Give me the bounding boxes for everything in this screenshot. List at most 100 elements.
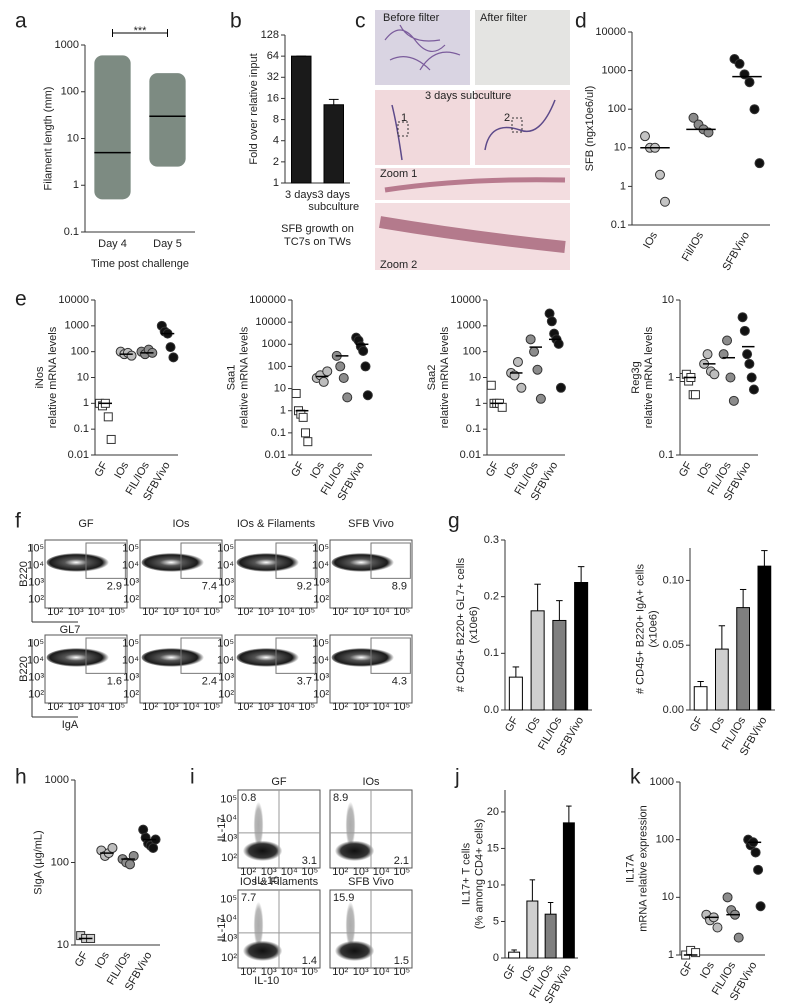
panel-letter: h [15, 766, 27, 789]
flow-tick: 10³ [163, 606, 179, 618]
micrograph-label: 3 days subculture [425, 90, 511, 102]
bar [291, 55, 312, 184]
caption: TC7s on TWs [284, 236, 352, 248]
point [525, 334, 536, 345]
y-tick-label: 100 [71, 346, 89, 358]
y-tick-label: 128 [261, 29, 279, 41]
x-tick-label: 3 days [318, 189, 351, 201]
y-axis-label: Fold over relative input [248, 53, 260, 164]
flow-tick: 10² [313, 688, 329, 700]
y-tick-label: 0.2 [484, 591, 499, 603]
point [103, 412, 113, 422]
point [690, 390, 700, 400]
flow-density [141, 647, 208, 667]
y-tick-label: 32 [267, 71, 279, 83]
bar [508, 676, 523, 711]
flow-tick: 10⁴ [373, 606, 390, 618]
flow-tick: 10² [313, 593, 329, 605]
flow-tick: 10² [240, 866, 256, 878]
flow-tick: 10⁵ [312, 542, 329, 554]
flow-tick: 10³ [313, 576, 329, 588]
point [722, 892, 733, 903]
point [318, 376, 329, 387]
y-tick-label: 100 [656, 834, 674, 846]
flow-tick: 10⁴ [217, 559, 234, 571]
micrograph [375, 168, 570, 200]
panel-letter: i [190, 766, 195, 789]
y-tick-label: 10 [57, 939, 69, 951]
quadrant-percent: 8.9 [333, 792, 348, 804]
flow-tick: 10² [240, 966, 256, 978]
flow-tick: 10² [332, 966, 348, 978]
flow-tick: 10⁴ [220, 813, 237, 825]
y-axis-label: relative mRNA levels [439, 326, 451, 428]
gate-percent: 2.9 [107, 580, 122, 592]
flow-tick: 10³ [261, 966, 277, 978]
bar [508, 951, 521, 959]
bar [530, 610, 545, 711]
y-axis-label: # CD45+ B220+ IgA+ cells [635, 564, 647, 694]
flow-tick: 10⁵ [203, 606, 220, 618]
point [165, 342, 176, 353]
flow-tick: 10⁵ [122, 637, 139, 649]
y-tick-label: 10000 [58, 294, 89, 306]
quadrant-percent: 7.7 [241, 892, 256, 904]
point [516, 382, 527, 393]
point [742, 349, 753, 360]
point [749, 104, 760, 115]
y-tick-label: 10 [487, 879, 499, 891]
flow-gate [370, 637, 411, 674]
point [660, 196, 670, 207]
flow-tick: 10³ [123, 576, 139, 588]
flow-tick: 10⁵ [301, 966, 318, 978]
x-tick-label: IOs [93, 950, 112, 971]
quadrant-percent: 1.5 [394, 955, 409, 967]
point [342, 392, 353, 403]
flow-tick: 10⁵ [393, 866, 410, 878]
x-tick-label: IOs [708, 715, 727, 736]
micrograph-label: Zoom 1 [380, 168, 417, 180]
point [746, 372, 757, 383]
flow-tick: 10⁵ [393, 701, 410, 713]
y-tick-label: 0.10 [663, 574, 684, 586]
flow-tick: 10⁴ [122, 559, 139, 571]
flow-tick: 10⁴ [278, 606, 295, 618]
y-tick-label: 1 [280, 405, 286, 417]
flow-tick: 10² [142, 606, 158, 618]
x-tick-label: Fil/IOs [680, 230, 707, 264]
quadrant-percent: 0.8 [241, 792, 256, 804]
flow-tick: 10⁴ [183, 606, 200, 618]
flow-tick: 10⁵ [298, 606, 315, 618]
flow-gate [275, 637, 316, 674]
point [739, 69, 750, 80]
flow-gate [275, 542, 316, 579]
flow-tick: 10⁴ [278, 701, 295, 713]
panel-letter: c [355, 10, 366, 33]
gate-percent: 2.4 [202, 675, 217, 687]
filaments [391, 99, 556, 161]
flow-density [236, 647, 303, 667]
flow-tick: 10³ [28, 671, 44, 683]
x-tick-label: IOs [308, 460, 327, 481]
y-axis-label: Saa2 [426, 365, 438, 391]
point [722, 335, 733, 346]
y-tick-label: 1000 [45, 774, 69, 786]
y-axis-label: iNos [34, 366, 46, 389]
micrograph-label: Before filter [383, 12, 440, 24]
flow-gate [85, 637, 126, 674]
y-axis-label: mRNA relative expression [638, 805, 650, 932]
panel-letter: a [15, 10, 27, 33]
panel-letter: j [454, 766, 460, 789]
y-tick-label: 100 [608, 103, 626, 115]
flow-density [236, 552, 303, 572]
point [107, 842, 118, 853]
point [754, 158, 765, 169]
point [640, 131, 650, 142]
y-tick-label: 100 [61, 86, 79, 98]
x-tick-label: GF [503, 715, 521, 734]
y-tick-label: 10 [662, 891, 674, 903]
filaments [384, 24, 461, 71]
flow-tick: 10⁴ [373, 701, 390, 713]
x-tick-label: Day 4 [98, 238, 127, 250]
